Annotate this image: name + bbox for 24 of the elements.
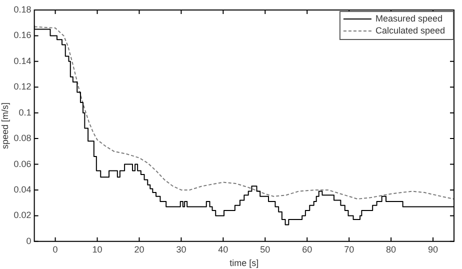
y-tick-label: 0.06 [14,158,32,169]
x-tick-label: 60 [302,244,312,254]
x-tick-label: 30 [176,244,186,254]
y-tick-label: 0.12 [14,82,32,92]
x-tick-label: 80 [386,244,396,254]
legend-label: Calculated speed [375,25,446,36]
x-tick-label: 0 [52,244,58,254]
y-tick-label: 0.1 [18,107,32,118]
x-tick-label: 20 [134,244,144,254]
y-tick-label: 0.16 [14,30,32,40]
y-tick-label: 0.18 [14,4,32,14]
y-tick-label: 0.02 [14,210,32,220]
legend-label: Measured speed [375,13,442,24]
x-tick-label: 70 [344,244,354,254]
y-tick-label: 0.08 [14,133,32,144]
x-tick-label: 90 [428,244,438,254]
x-tick-label: 50 [260,244,270,254]
y-tick-label: 0.04 [14,184,32,194]
x-tick-label: 10 [92,244,102,254]
y-tick-label: 0.14 [14,56,32,66]
y-axis-title: speed [m/s] [0,102,10,149]
x-tick-label: 40 [218,244,228,254]
y-tick-label: 0 [26,236,32,246]
x-axis-title: time [s] [230,258,259,268]
